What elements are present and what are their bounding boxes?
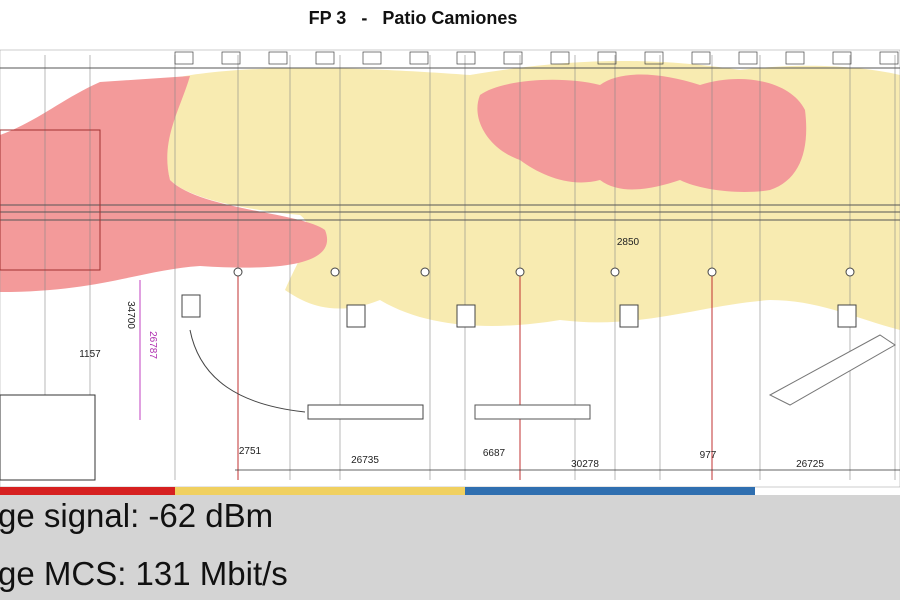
door: [221, 51, 241, 65]
truck: [181, 294, 201, 318]
truck: [456, 304, 476, 328]
door: [691, 51, 711, 65]
title: FP 3 - Patio Camiones: [309, 8, 518, 28]
column-marker: [233, 267, 243, 277]
dimension-label: 26735: [351, 455, 379, 466]
dimension-label: 6687: [483, 448, 506, 459]
building-left: [0, 129, 101, 271]
truck: [837, 304, 857, 328]
dimension-label: 26725: [796, 459, 824, 470]
trailer: [307, 404, 424, 420]
door: [785, 51, 805, 65]
door: [503, 51, 523, 65]
truck: [619, 304, 639, 328]
dimension-label: 30278: [571, 459, 599, 470]
mcs-stat: ge MCS: 131 Mbit/s: [0, 555, 288, 592]
legend-bar-red: [0, 487, 175, 495]
signal-stat: ge signal: -62 dBm: [0, 497, 273, 534]
dimension-label: 26787: [147, 331, 158, 359]
dimension-label: 2850: [617, 237, 640, 248]
door: [174, 51, 194, 65]
door: [456, 51, 476, 65]
column-marker: [845, 267, 855, 277]
door: [597, 51, 617, 65]
door: [268, 51, 288, 65]
dimension-label: 2751: [239, 446, 262, 457]
door: [879, 51, 899, 65]
stats-panel: [0, 495, 900, 600]
door: [832, 51, 852, 65]
column-marker: [707, 267, 717, 277]
door: [550, 51, 570, 65]
column-marker: [610, 267, 620, 277]
legend-bar-yellow: [175, 487, 465, 495]
door: [644, 51, 664, 65]
dimension-label: 977: [700, 450, 717, 461]
column-marker: [515, 267, 525, 277]
door: [362, 51, 382, 65]
column-marker: [420, 267, 430, 277]
dimension-label: 1157: [79, 349, 101, 360]
ramp: [768, 334, 896, 406]
door: [738, 51, 758, 65]
building-bottom: [0, 394, 96, 481]
truck: [346, 304, 366, 328]
legend-bar-blue: [465, 487, 755, 495]
coverage-low: [477, 74, 807, 192]
column-marker: [330, 267, 340, 277]
trailer: [474, 404, 591, 420]
dimension-label: 34700: [125, 301, 136, 329]
truck-path: [189, 329, 306, 413]
door: [315, 51, 335, 65]
floor-plan: 2850 1157 34700 26787 2751 26735 6687 30278 977 2…: [0, 49, 900, 488]
door: [409, 51, 429, 65]
